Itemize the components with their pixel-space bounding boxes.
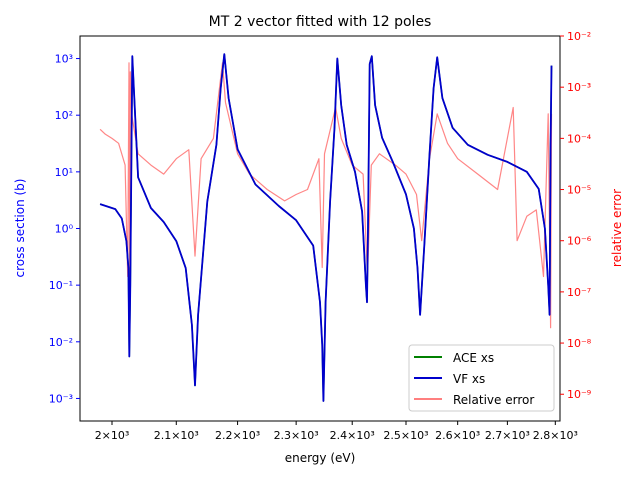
legend: ACE xs VF xs Relative error [408,344,555,412]
x-tick-label: 2.1×10³ [154,429,199,442]
left-y-tick-label: 10⁻³ [49,392,73,405]
right-y-axis-label: relative error [610,189,624,267]
right-y-tick-label: 10⁻⁷ [567,286,591,299]
x-tick-label: 2.5×10³ [383,429,428,442]
legend-label-error: Relative error [453,393,534,407]
x-tick-label: 2.3×10³ [274,429,319,442]
left-y-axis-label: cross section (b) [13,179,27,278]
x-tick-label: 2.2×10³ [215,429,260,442]
legend-box [408,344,555,412]
left-y-tick-label: 10⁻¹ [49,279,73,292]
legend-label-ace: ACE xs [453,351,494,365]
chart-title: MT 2 vector fitted with 12 poles [209,14,432,30]
right-y-axis: 10⁻⁹ 10⁻⁸ 10⁻⁷ 10⁻⁶ 10⁻⁵ 10⁻⁴ 10⁻³ 10⁻² [560,30,592,401]
x-tick-label: 2.6×10³ [435,429,480,442]
x-tick-label: 2×10³ [95,429,130,442]
x-tick-label: 2.7×10³ [485,429,530,442]
left-y-axis: 10⁻³ 10⁻² 10⁻¹ 10⁰ 10¹ 10² 10³ [49,53,80,405]
right-y-tick-label: 10⁻² [567,30,591,43]
legend-label-vf: VF xs [453,372,485,386]
left-y-tick-label: 10⁻² [49,336,73,349]
series-layer [99,53,553,402]
right-y-tick-label: 10⁻⁶ [567,235,592,248]
left-y-tick-label: 10¹ [55,166,73,179]
x-tick-label: 2.4×10³ [330,429,375,442]
left-y-tick-label: 10⁰ [55,223,74,236]
x-axis-label: energy (eV) [285,451,356,465]
right-y-tick-label: 10⁻³ [567,81,591,94]
right-y-tick-label: 10⁻⁴ [567,132,592,145]
right-y-tick-label: 10⁻⁸ [567,337,592,350]
right-y-tick-label: 10⁻⁹ [567,388,591,401]
left-y-tick-label: 10² [55,109,73,122]
x-axis: 2×10³ 2.1×10³ 2.2×10³ 2.3×10³ 2.4×10³ 2.5×10³… [95,421,578,442]
series-line-vf-xs [99,53,553,402]
x-tick-label: 2.8×10³ [533,429,578,442]
right-y-tick-label: 10⁻⁵ [567,184,591,197]
left-y-tick-label: 10³ [55,53,73,66]
